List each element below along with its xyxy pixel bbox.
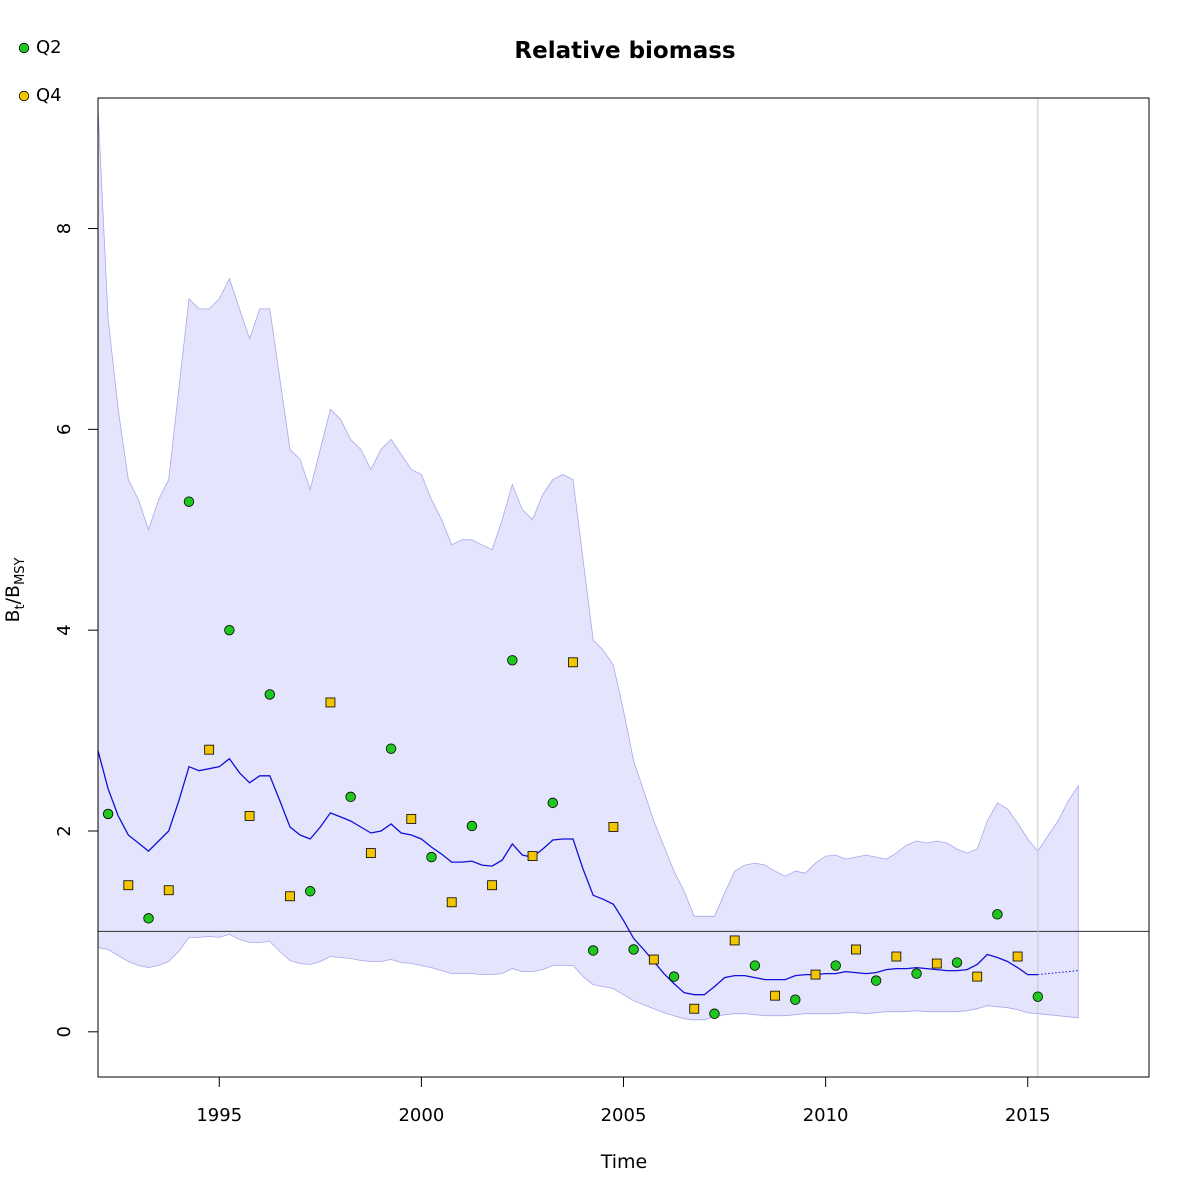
x-tick-label: 2010 (803, 1105, 849, 1126)
q4-point (446, 897, 457, 908)
q2-point (345, 791, 356, 803)
q2-point (224, 624, 235, 636)
q4-point (244, 811, 255, 821)
legend-q4-marker (18, 90, 30, 102)
y-tick-label: 8 (54, 223, 75, 234)
q4-point (285, 891, 295, 902)
y-axis-label: Bt/BMSY (2, 557, 28, 622)
y-axis: 0 2 4 6 8 (54, 223, 99, 1038)
x-tick-label: 2000 (398, 1105, 444, 1126)
q2-point (628, 944, 639, 955)
q2-point (102, 808, 114, 820)
q4-point (608, 822, 619, 832)
q2-point (709, 1008, 720, 1019)
q2-point (183, 496, 195, 507)
y-tick-label: 4 (54, 624, 75, 635)
q4-point (648, 954, 659, 965)
q2-point (264, 689, 275, 700)
q4-point (972, 971, 983, 982)
median-line (97, 750, 1038, 996)
q2-point (305, 886, 316, 897)
x-tick-label: 1995 (196, 1105, 242, 1126)
q4-point (931, 958, 942, 969)
legend-q2-marker (18, 42, 30, 54)
q2-point (143, 913, 154, 924)
chart-title: Relative biomass (514, 38, 735, 64)
x-tick-label: 2005 (601, 1105, 647, 1126)
legend-q2-label: Q2 (36, 37, 62, 58)
q4-point (325, 697, 336, 708)
q2-point (385, 743, 397, 754)
q2-point (830, 960, 841, 971)
q2-point (587, 945, 599, 956)
q4-point (365, 848, 376, 858)
q4-point (487, 880, 498, 891)
q2-point (790, 994, 801, 1005)
q2-point (951, 957, 963, 968)
q4-point (689, 1003, 700, 1014)
q2-point (507, 655, 518, 666)
q2-point (992, 909, 1003, 920)
q4-point (204, 744, 215, 755)
q4-point (770, 990, 780, 1001)
x-axis: 1995 2000 2005 2010 2015 (196, 1076, 1051, 1126)
y-tick-label: 6 (54, 424, 75, 435)
y-tick-label: 0 (54, 1026, 75, 1037)
q4-point (1012, 951, 1023, 962)
q2-point (911, 968, 922, 979)
q4-point (163, 885, 174, 896)
y-tick-label: 2 (54, 825, 75, 836)
q2-point (870, 975, 882, 986)
q2-point (749, 960, 761, 971)
q2-point (426, 851, 437, 863)
q2-point (547, 797, 558, 809)
x-axis-label: Time (600, 1151, 648, 1173)
q4-point (810, 969, 821, 980)
q4-point (851, 944, 861, 955)
confidence-band (97, 107, 1079, 1021)
q4-point (891, 951, 902, 962)
q2-point (466, 820, 478, 832)
q4-point (729, 935, 740, 946)
plot-area (97, 98, 1149, 1077)
q4-point (527, 851, 538, 861)
q4-point (123, 880, 134, 891)
x-tick-label: 2015 (1005, 1105, 1051, 1126)
legend: Q2 Q4 (18, 37, 62, 106)
q2-point (1032, 991, 1044, 1002)
legend-q4-label: Q4 (36, 85, 62, 106)
q4-point (568, 657, 578, 668)
q4-point (406, 814, 417, 824)
q2-point (668, 971, 680, 982)
